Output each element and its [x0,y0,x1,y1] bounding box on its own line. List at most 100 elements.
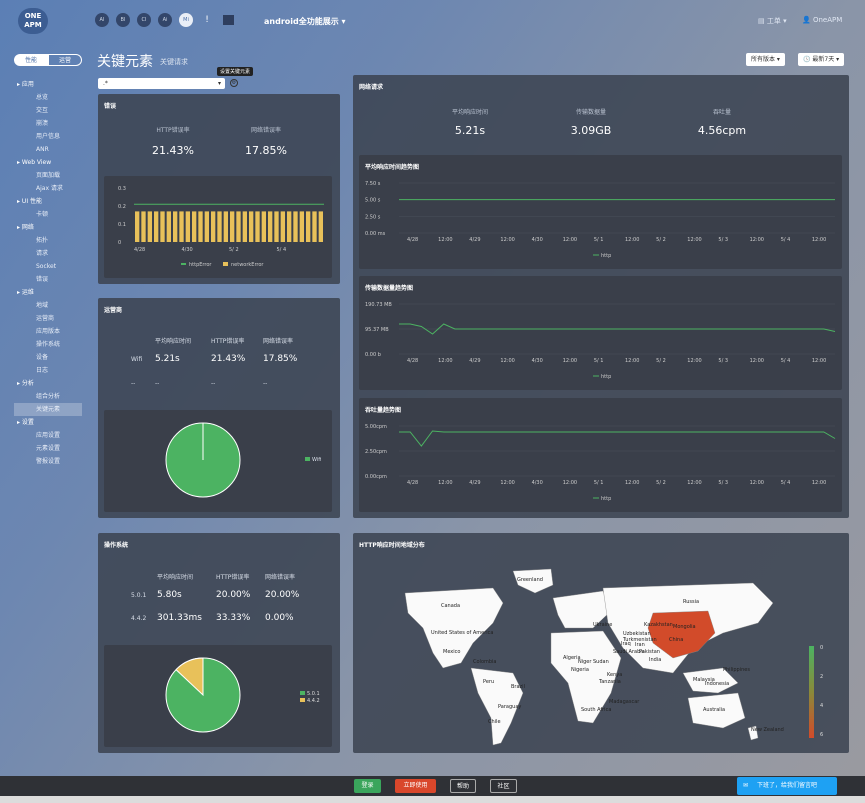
map-country-label: Philippines [723,667,750,673]
grid-icon[interactable] [221,13,235,27]
trend-x-tick: 5/ 1 [594,480,604,486]
nav-item-5[interactable]: ANR [36,146,49,153]
trend-line-http [399,323,836,335]
throughput-trend-title: 吞吐量趋势图 [365,407,402,414]
trend-y-tick: 7.50 s [365,181,381,187]
nav-item-29[interactable]: 警报设置 [36,458,61,465]
nav-item-21[interactable]: 设备 [36,354,49,361]
nav-group-icon: ▸ [17,198,22,205]
login-button[interactable]: 登录 [354,779,381,793]
network-title: 网络请求 [359,84,384,91]
nav-item-4[interactable]: 用户信息 [36,133,61,140]
trend-x-tick: 12:00 [563,237,577,243]
trend-x-tick: 4/29 [469,480,480,486]
tab-performance[interactable]: 性能 [14,54,48,66]
horizontal-scrollbar[interactable] [0,796,865,803]
nav-group-16[interactable]: ▸ 运维 [14,286,82,299]
err-bar [261,211,266,242]
trend-x-tick: 12:00 [438,358,452,364]
trend-x-tick: 12:00 [500,237,514,243]
try-now-button[interactable]: 立即使用 [395,779,436,793]
app-icon-ai2[interactable]: Ai [158,13,172,27]
errors-panel: 错误 HTTP错误率 网络错误率 21.43% 17.85% 0.3 0.2 0.1… [98,94,340,284]
nav-group-icon: ▸ [17,419,22,426]
carrier-col-net: 网络错误率 [263,338,294,345]
nav-item-15[interactable]: 错误 [36,276,49,283]
nav-item-2[interactable]: 交互 [36,107,49,114]
nav-group-icon: ▸ [17,81,22,88]
nav-item-13[interactable]: 请求 [36,250,49,257]
time-range-button[interactable]: 🕓 最新7天 ▾ [798,53,845,66]
app-icon-bi[interactable]: BI [116,13,130,27]
map-country-label: Sudan [593,659,609,665]
err-y-tick: 0 [118,240,121,246]
carrier-legend-label: Wifi [312,457,321,463]
os-legend2: 4.4.2 [307,698,320,704]
map-title: HTTP响应时间地域分布 [359,542,425,549]
chat-widget[interactable]: ✉ 下班了，给我们留言吧 [737,777,837,795]
map-greenland [512,568,554,594]
community-button[interactable]: 社区 [490,779,517,793]
nav-item-3[interactable]: 崩溃 [36,120,49,127]
brand-logo[interactable]: ONE APM [18,8,48,34]
nav-item-1[interactable]: 总览 [36,94,49,101]
nav-group-23[interactable]: ▸ 分析 [14,377,82,390]
os-row1-http: 20.00% [216,590,251,600]
trend-y-tick: 2.50cpm [365,449,387,455]
os-col-net: 网络错误率 [265,574,296,581]
data-trend-box: 传输数据量趋势图 190.73 MB 95.37 MB 0.00 b 4/28 12:0… [359,276,842,390]
world-map[interactable]: Greenland Canada United States of America R… [353,533,849,753]
sidebar-nav: ▸ 应用总览交互崩溃用户信息 ANR ▸ Web View 页面加载 Ajax 请求 ▸ … [14,78,82,468]
nav-item-20[interactable]: 操作系统 [36,341,61,348]
trend-x-tick: 12:00 [625,237,639,243]
nav-item-27[interactable]: 应用设置 [36,432,61,439]
nav-group-label: 网络 [21,224,34,231]
app-icon-ci[interactable]: CI [137,13,151,27]
nav-group-0[interactable]: ▸ 应用 [14,78,82,91]
nav-item-22[interactable]: 日志 [36,367,49,374]
nav-item-28[interactable]: 元素设置 [36,445,61,452]
map-south-america [470,667,524,746]
settings-gear-icon[interactable]: ⚙ [230,79,238,87]
tab-operations[interactable]: 运营 [48,54,82,66]
nav-item-17[interactable]: 地域 [36,302,49,309]
map-country-label: Nigeria [571,667,589,673]
map-country-label: Malaysia [693,677,715,683]
os-pie-slice-442 [175,657,204,697]
user-menu[interactable]: 👤 OneAPM [802,16,843,24]
nav-item-8[interactable]: Ajax 请求 [36,185,63,192]
throughput-trend-box: 吞吐量趋势图 5.00cpm 2.50cpm 0.00cpm 4/28 12:00 4/2… [359,398,842,512]
work-order-link[interactable]: ▤ 工单 ▾ [758,17,787,25]
map-southeast-asia [682,667,739,694]
version-filter-button[interactable]: 所有版本 ▾ [746,53,785,66]
nav-group-6[interactable]: ▸ Web View [14,156,82,169]
app-icon-ai[interactable]: AI [95,13,109,27]
nav-item-12[interactable]: 拓扑 [36,237,49,244]
element-select[interactable]: .* ▾ [98,78,225,89]
app-name-dropdown[interactable]: android全功能展示 ▾ [264,17,346,26]
map-color-scale [809,646,814,738]
trend-x-tick: 12:00 [687,480,701,486]
help-button[interactable]: 帮助 [450,779,476,793]
nav-item-19[interactable]: 应用版本 [36,328,61,335]
nav-item-14[interactable]: Socket [36,263,57,270]
nav-group-9[interactable]: ▸ UI 性能 [14,195,82,208]
alert-icon[interactable]: ! [205,15,209,25]
page-subtitle: 关键请求 [160,58,188,66]
nav-group-11[interactable]: ▸ 网络 [14,221,82,234]
nav-item-10[interactable]: 卡顿 [36,211,49,218]
trend-y-tick: 95.37 MB [365,327,389,333]
network-data-value: 3.09GB [570,124,612,137]
trend-legend-label: http [601,496,611,502]
trend-y-tick: 5.00 s [365,198,381,204]
app-icon-mi[interactable]: Mi [179,13,193,27]
nav-item-24[interactable]: 组合分析 [36,393,61,400]
mode-toggle: 性能 运营 [14,54,82,66]
nav-group-26[interactable]: ▸ 设置 [14,416,82,429]
nav-item-18[interactable]: 运营商 [36,315,55,322]
nav-item-25[interactable]: 关键元素 [14,403,82,416]
map-region-china[interactable] [647,610,716,659]
nav-item-7[interactable]: 页面加载 [36,172,61,179]
trend-x-tick: 12:00 [812,237,826,243]
err-bar [312,211,317,242]
